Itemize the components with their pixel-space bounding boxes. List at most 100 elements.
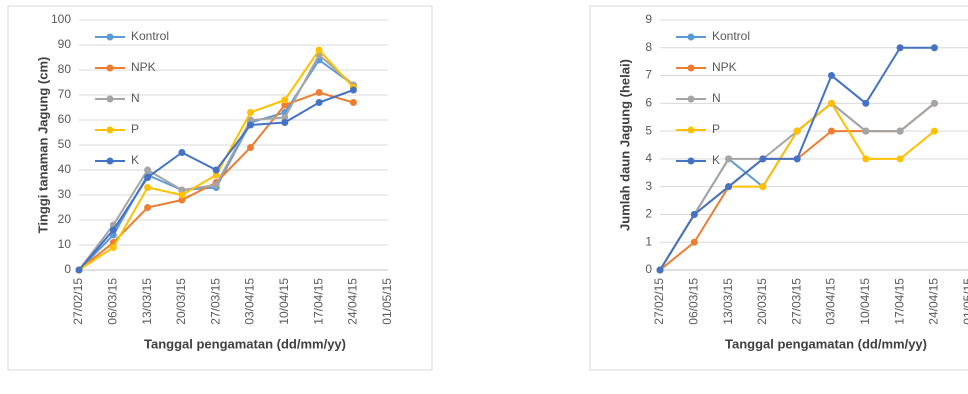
x-tick-label: 01/05/15 [380,278,394,325]
legend-marker [106,64,114,72]
legend-marker [106,126,114,134]
y-tick-label: 100 [51,12,71,26]
data-point [896,127,904,135]
legend-marker [687,33,695,41]
data-point [828,72,835,80]
x-tick-label: 24/04/15 [927,278,941,325]
y-tick-label: 2 [645,207,652,221]
y-tick-label: 3 [645,179,652,193]
data-point [828,127,835,135]
x-tick-label: 13/03/15 [140,278,154,325]
y-axis-title: Tinggi tanaman Jagung (cm) [35,57,50,234]
data-point [247,116,254,124]
legend-marker [106,157,114,165]
legend-label: K [131,153,139,167]
y-tick-label: 60 [58,112,72,126]
legend-label: N [712,91,721,105]
data-point [930,44,938,52]
x-tick-label: 24/04/15 [346,278,360,325]
x-tick-label: 13/03/15 [721,278,735,325]
series-line [78,58,354,271]
x-tick-label: 06/03/15 [105,278,119,325]
data-point [862,155,870,163]
x-tick-label: 27/03/15 [208,278,222,325]
x-tick-label: 27/03/15 [789,278,803,325]
x-tick-label: 27/02/15 [71,278,85,325]
data-point [930,99,938,107]
data-point [281,119,289,126]
data-point [862,99,870,107]
legend-label: NPK [712,60,737,74]
legend-marker [106,95,114,103]
data-point [75,266,83,274]
data-point [178,196,186,204]
legend-label: K [712,153,720,167]
y-tick-label: 30 [58,187,72,201]
data-point [281,114,289,121]
y-tick-label: 10 [58,237,72,251]
data-point [725,155,733,163]
data-point [315,99,323,106]
data-point [759,155,767,163]
data-point [690,210,698,218]
data-point [247,121,254,129]
y-tick-label: 4 [645,151,652,165]
data-point [144,166,152,174]
x-tick-label: 10/04/15 [858,278,872,325]
x-axis-title: Tanggal pengamatan (dd/mm/yy) [725,336,927,351]
data-point [349,99,357,106]
data-point [178,186,186,194]
x-tick-label: 01/05/15 [961,278,968,325]
data-point [828,99,835,107]
y-tick-label: 6 [645,96,652,110]
panel-border [589,5,968,371]
y-tick-label: 1 [645,234,652,248]
x-axis-title: Tanggal pengamatan (dd/mm/yy) [144,336,346,351]
data-point [896,155,904,163]
data-point [144,184,152,191]
data-point [212,171,220,179]
y-tick-label: 40 [58,162,72,176]
data-point [896,44,904,52]
y-tick-label: 8 [645,40,652,54]
legend-label: Kontrol [131,29,169,43]
legend-marker [687,64,695,72]
x-tick-label: 10/04/15 [277,278,291,325]
data-point [178,149,186,156]
data-point [349,86,357,94]
x-tick-label: 06/03/15 [686,278,700,325]
data-point [144,174,152,181]
x-tick-label: 17/04/15 [311,278,325,325]
legend-label: Kontrol [712,29,750,43]
y-tick-label: 9 [645,12,652,26]
data-point [281,101,289,109]
x-tick-label: 03/04/15 [824,278,838,325]
x-tick-label: 17/04/15 [892,278,906,325]
data-point [759,183,767,191]
data-point [109,244,117,251]
y-tick-label: 0 [64,262,71,276]
panel-border [7,5,433,371]
data-point [656,266,664,274]
legend-label: NPK [131,60,156,74]
x-tick-label: 03/04/15 [243,278,257,325]
data-point [144,204,152,211]
y-tick-label: 7 [645,68,652,82]
y-tick-label: 80 [58,62,72,76]
data-point [247,109,254,116]
data-point [690,238,698,246]
legend-marker [687,126,695,134]
legend-marker [687,157,695,165]
data-point [212,166,220,174]
data-point [109,226,117,234]
y-tick-label: 70 [58,87,72,101]
data-point [247,144,254,151]
data-point [725,183,733,191]
y-tick-label: 50 [58,137,72,151]
data-point [862,127,870,135]
series-line [78,53,355,271]
x-tick-label: 20/03/15 [174,278,188,325]
y-tick-label: 20 [58,212,72,226]
